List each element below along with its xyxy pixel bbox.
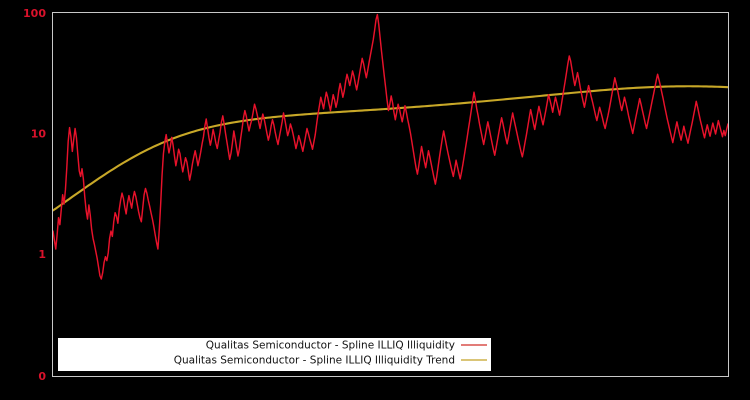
plot-frame (52, 12, 729, 377)
y-tick-label-1: 1 (38, 248, 46, 261)
series-line-illiquidity (53, 13, 728, 280)
legend-item-illiquidity[interactable]: Qualitas Semiconductor - Spline ILLIQ Il… (206, 340, 487, 352)
legend-item-trend[interactable]: Qualitas Semiconductor - Spline ILLIQ Il… (174, 355, 487, 367)
y-tick-label-100: 100 (23, 7, 46, 20)
legend: Qualitas Semiconductor - Spline ILLIQ Il… (58, 338, 491, 371)
legend-label-illiquidity: Qualitas Semiconductor - Spline ILLIQ Il… (206, 340, 455, 352)
y-tick-label-0: 0 (38, 370, 46, 383)
legend-background (58, 338, 491, 371)
legend-label-trend: Qualitas Semiconductor - Spline ILLIQ Il… (174, 355, 455, 367)
y-tick-label-10: 10 (31, 128, 47, 141)
